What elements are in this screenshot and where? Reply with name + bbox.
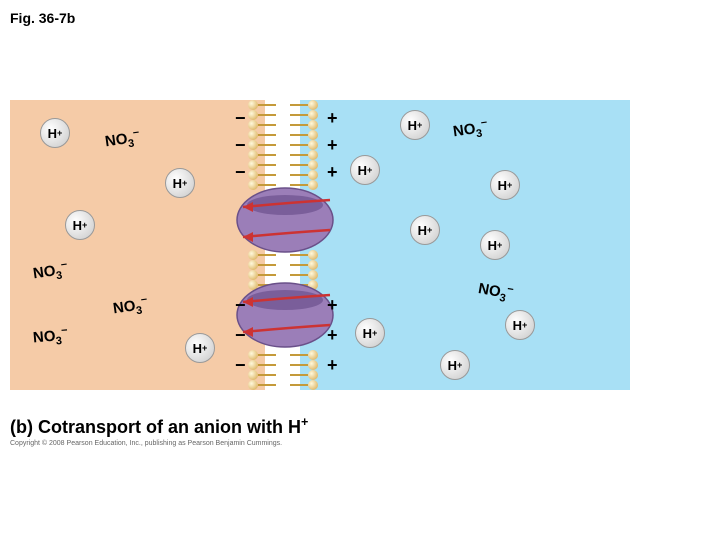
cotransporter-protein-top <box>235 185 335 255</box>
plus-charge: + <box>327 135 338 156</box>
minus-charge: − <box>235 325 246 346</box>
plus-charge: + <box>327 355 338 376</box>
caption: (b) Cotransport of an anion with H+ <box>10 415 308 438</box>
copyright: Copyright © 2008 Pearson Education, Inc.… <box>10 440 282 447</box>
h-ion: H+ <box>505 310 535 340</box>
h-ion: H+ <box>350 155 380 185</box>
h-ion: H+ <box>65 210 95 240</box>
right-background <box>300 100 630 390</box>
nitrate-ion: NO3− <box>29 323 72 350</box>
figure-label: Fig. 36-7b <box>10 10 75 26</box>
plus-charge: + <box>327 295 338 316</box>
cotransporter-protein-bottom <box>235 280 335 350</box>
minus-charge: − <box>235 135 246 156</box>
h-ion: H+ <box>355 318 385 348</box>
plus-charge: + <box>327 325 338 346</box>
h-ion: H+ <box>40 118 70 148</box>
h-ion: H+ <box>400 110 430 140</box>
h-ion: H+ <box>490 170 520 200</box>
minus-charge: − <box>235 355 246 376</box>
minus-charge: − <box>235 295 246 316</box>
h-ion: H+ <box>185 333 215 363</box>
h-ion: H+ <box>165 168 195 198</box>
plus-charge: + <box>327 162 338 183</box>
minus-charge: − <box>235 108 246 129</box>
h-ion: H+ <box>480 230 510 260</box>
plus-charge: + <box>327 108 338 129</box>
diagram-container: − − − − − − + + + + + + H+ H+ H+ H+ H+ H+ H+ H+ H+ H+ H+ H+ NO3… <box>10 100 630 390</box>
h-ion: H+ <box>440 350 470 380</box>
minus-charge: − <box>235 162 246 183</box>
h-ion: H+ <box>410 215 440 245</box>
